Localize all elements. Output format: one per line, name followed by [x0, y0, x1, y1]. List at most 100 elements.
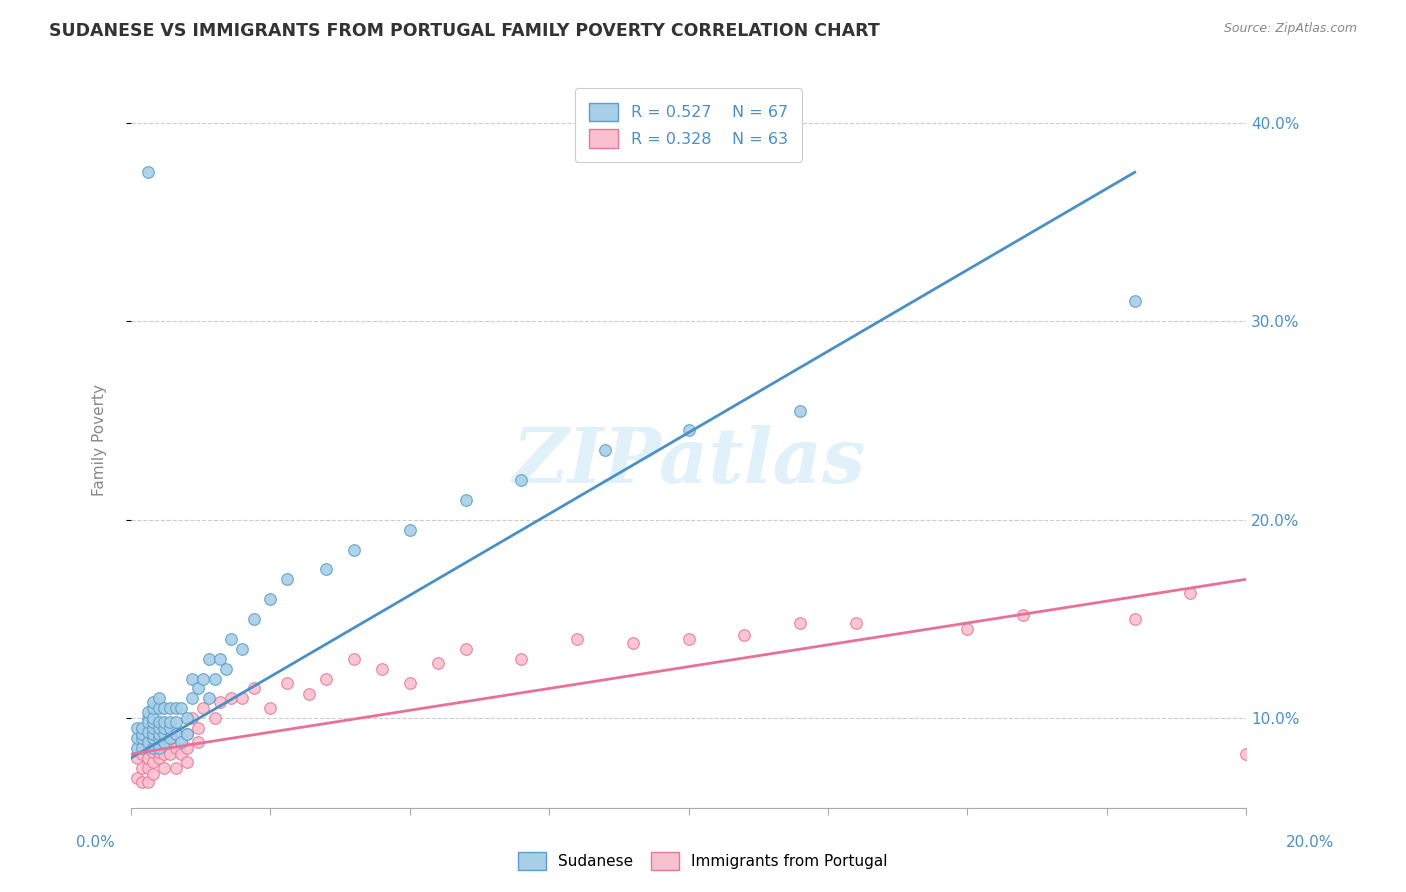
Point	[148, 751, 170, 765]
Point	[159, 735, 181, 749]
Point	[148, 701, 170, 715]
Point	[298, 688, 321, 702]
Point	[176, 741, 198, 756]
Point	[131, 774, 153, 789]
Point	[148, 727, 170, 741]
Point	[148, 745, 170, 759]
Point	[159, 747, 181, 761]
Point	[789, 403, 811, 417]
Point	[231, 691, 253, 706]
Point	[142, 727, 165, 741]
Point	[153, 735, 176, 749]
Point	[193, 672, 215, 686]
Point	[1123, 294, 1146, 309]
Point	[142, 721, 165, 735]
Point	[176, 727, 198, 741]
Point	[510, 473, 533, 487]
Point	[845, 615, 868, 630]
Point	[204, 711, 226, 725]
Point	[148, 725, 170, 739]
Point	[125, 741, 148, 756]
Point	[153, 721, 176, 735]
Point	[165, 727, 187, 741]
Point	[165, 741, 187, 756]
Point	[315, 562, 337, 576]
Point	[371, 662, 394, 676]
Point	[1234, 747, 1257, 761]
Point	[153, 727, 176, 741]
Point	[125, 771, 148, 785]
Point	[343, 651, 366, 665]
Point	[204, 672, 226, 686]
Point	[159, 721, 181, 735]
Y-axis label: Family Poverty: Family Poverty	[93, 384, 107, 496]
Point	[198, 651, 221, 665]
Point	[789, 615, 811, 630]
Point	[193, 701, 215, 715]
Point	[153, 735, 176, 749]
Point	[142, 715, 165, 730]
Point	[142, 741, 165, 756]
Point	[398, 523, 420, 537]
Point	[125, 751, 148, 765]
Point	[148, 735, 170, 749]
Point	[131, 731, 153, 745]
Point	[215, 662, 238, 676]
Legend: Sudanese, Immigrants from Portugal: Sudanese, Immigrants from Portugal	[510, 845, 896, 877]
Point	[142, 755, 165, 769]
Point	[153, 715, 176, 730]
Point	[170, 735, 193, 749]
Point	[187, 681, 209, 696]
Point	[125, 731, 148, 745]
Point	[131, 727, 153, 741]
Point	[170, 731, 193, 745]
Point	[315, 672, 337, 686]
Point	[398, 675, 420, 690]
Point	[165, 715, 187, 730]
Point	[170, 747, 193, 761]
Point	[131, 721, 153, 735]
Point	[181, 711, 204, 725]
Point	[159, 715, 181, 730]
Point	[142, 731, 165, 745]
Point	[343, 542, 366, 557]
Point	[176, 711, 198, 725]
Point	[142, 731, 165, 745]
Point	[181, 672, 204, 686]
Point	[454, 641, 477, 656]
Point	[136, 706, 159, 720]
Point	[565, 632, 588, 646]
Point	[148, 731, 170, 745]
Point	[231, 641, 253, 656]
Point	[276, 675, 298, 690]
Point	[131, 741, 153, 756]
Point	[956, 622, 979, 636]
Point	[148, 715, 170, 730]
Point	[176, 727, 198, 741]
Point	[136, 761, 159, 775]
Point	[136, 751, 159, 765]
Point	[181, 691, 204, 706]
Text: Source: ZipAtlas.com: Source: ZipAtlas.com	[1223, 22, 1357, 36]
Point	[136, 715, 159, 730]
Text: 20.0%: 20.0%	[1286, 836, 1334, 850]
Point	[148, 741, 170, 756]
Point	[209, 651, 232, 665]
Point	[153, 747, 176, 761]
Point	[426, 656, 449, 670]
Point	[165, 761, 187, 775]
Point	[142, 711, 165, 725]
Point	[153, 701, 176, 715]
Point	[131, 747, 153, 761]
Point	[276, 572, 298, 586]
Point	[136, 735, 159, 749]
Point	[510, 651, 533, 665]
Point	[136, 711, 159, 725]
Point	[1180, 586, 1202, 600]
Point	[131, 761, 153, 775]
Point	[159, 701, 181, 715]
Point	[678, 632, 700, 646]
Point	[259, 701, 281, 715]
Point	[142, 701, 165, 715]
Point	[1012, 607, 1035, 622]
